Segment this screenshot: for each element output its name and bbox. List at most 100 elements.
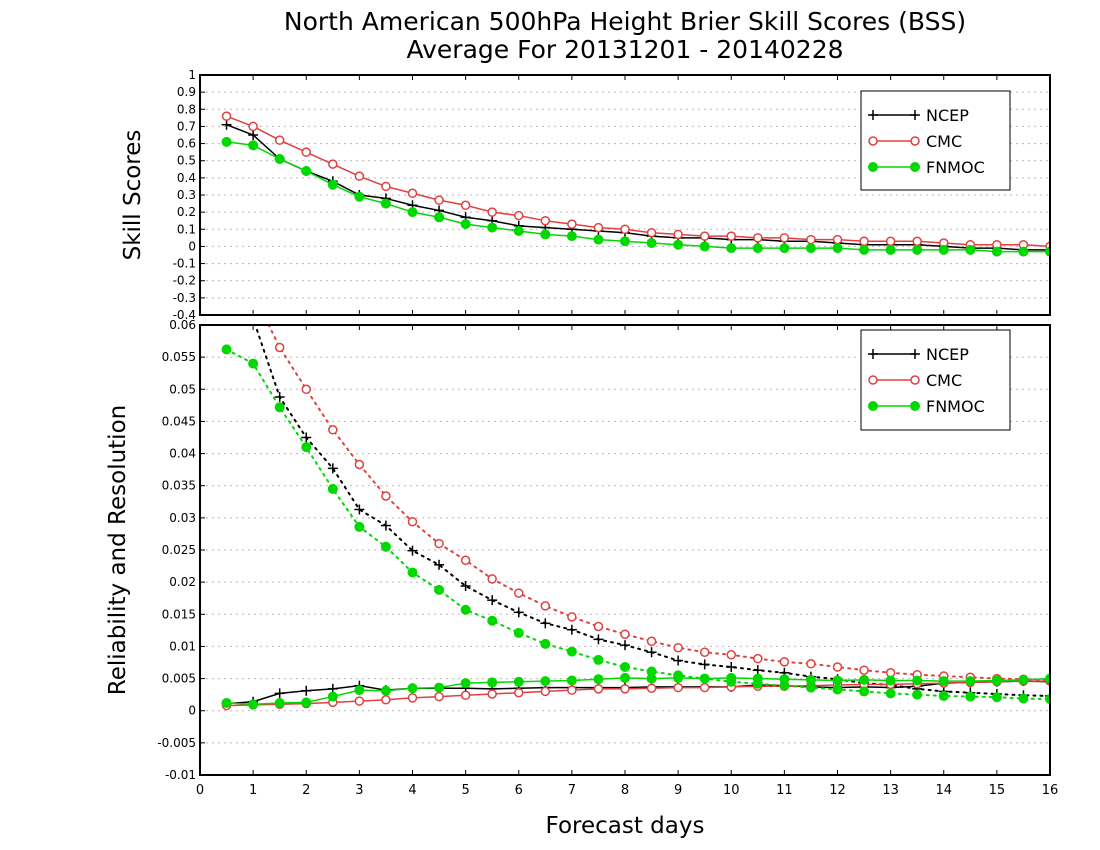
y-tick-label: 1 <box>188 68 196 82</box>
data-point-fnmoc <box>912 689 923 700</box>
data-point-cmc <box>407 516 418 527</box>
x-tick-label: 4 <box>408 783 416 798</box>
data-point-ncep <box>646 647 657 658</box>
y-tick-label: 0.01 <box>169 639 196 653</box>
data-point-fnmoc <box>407 567 418 578</box>
data-point-cmc <box>859 236 869 247</box>
data-point-ncep <box>540 618 551 629</box>
data-point-fnmoc <box>805 243 816 254</box>
data-point-cmc <box>328 425 338 435</box>
data-point-fnmoc <box>460 604 471 615</box>
legend-item-ncep: NCEP <box>868 345 969 364</box>
legend-label: FNMOC <box>926 158 985 177</box>
data-point-ncep <box>752 665 763 676</box>
x-tick-label: 8 <box>621 783 629 798</box>
y-tick-label: 0.06 <box>169 318 196 332</box>
data-point-fnmoc <box>752 243 763 254</box>
data-point-cmc <box>593 684 604 694</box>
legend-item-cmc: CMC <box>868 371 962 390</box>
data-point-cmc <box>460 690 471 701</box>
data-point-ncep <box>221 119 232 130</box>
data-point-fnmoc <box>991 246 1002 257</box>
data-point-cmc <box>487 574 497 584</box>
data-point-fnmoc <box>434 682 445 693</box>
x-tick-label: 15 <box>989 783 1006 798</box>
data-point-ncep <box>407 545 418 556</box>
data-point-fnmoc <box>620 672 630 683</box>
data-point-fnmoc <box>991 692 1002 703</box>
data-point-fnmoc <box>221 136 232 147</box>
data-point-fnmoc <box>1018 246 1029 257</box>
x-tick-label: 3 <box>355 783 363 798</box>
data-point-fnmoc <box>938 690 949 701</box>
data-point-cmc <box>779 657 790 667</box>
data-point-fnmoc <box>752 678 763 689</box>
data-point-cmc <box>567 612 577 622</box>
data-point-fnmoc <box>274 698 285 708</box>
y-tick-label: 0.4 <box>177 171 196 185</box>
x-tick-label: 16 <box>1042 783 1059 798</box>
data-point-cmc <box>832 662 843 672</box>
data-point-fnmoc <box>965 691 976 702</box>
y-tick-label: 0.025 <box>162 543 196 557</box>
legend-item-ncep: NCEP <box>868 106 969 125</box>
data-point-fnmoc <box>460 678 471 689</box>
x-tick-label: 2 <box>302 783 310 798</box>
data-point-cmc <box>673 229 683 240</box>
y-axis-label: Reliability and Resolution <box>105 405 131 695</box>
data-point-cmc <box>274 342 285 353</box>
data-point-fnmoc <box>593 674 604 685</box>
data-point-fnmoc <box>301 166 312 176</box>
data-point-fnmoc <box>1045 246 1050 257</box>
data-point-cmc <box>593 621 604 632</box>
data-point-ncep <box>301 685 312 696</box>
data-point-fnmoc <box>540 229 551 240</box>
x-tick-label: 0 <box>196 783 204 798</box>
data-point-cmc <box>726 231 736 241</box>
data-point-ncep <box>699 659 710 670</box>
data-point-ncep <box>620 640 630 651</box>
y-tick-label: 0.04 <box>169 447 196 461</box>
data-point-cmc <box>567 685 577 695</box>
data-point-fnmoc <box>540 638 551 649</box>
data-point-cmc <box>434 538 444 549</box>
y-tick-label: 0.9 <box>177 85 196 99</box>
data-point-cmc <box>567 219 577 229</box>
data-point-fnmoc <box>487 222 498 233</box>
data-point-ncep <box>274 392 285 402</box>
skill-score-panel: -0.4 -0.3 -0.2 -0.1 0 0.1 0.2 0.3 0.4 0.5 0.6 0.7 0.… <box>120 68 1051 322</box>
data-point-fnmoc <box>327 483 338 494</box>
data-point-cmc <box>620 629 630 639</box>
data-point-fnmoc <box>274 154 285 164</box>
data-point-ncep <box>460 581 471 591</box>
data-point-fnmoc <box>221 698 232 708</box>
x-tick-label: 11 <box>776 783 793 798</box>
data-point-fnmoc <box>327 179 338 190</box>
data-point-fnmoc <box>699 673 710 684</box>
data-point-fnmoc <box>407 207 418 218</box>
y-tick-label: 0.6 <box>177 137 196 151</box>
data-point-fnmoc <box>460 219 471 230</box>
data-point-fnmoc <box>380 685 391 696</box>
legend-item-fnmoc: FNMOC <box>868 397 985 416</box>
data-point-fnmoc <box>274 402 285 413</box>
data-point-fnmoc <box>248 358 259 369</box>
data-point-cmc <box>460 200 471 211</box>
data-point-fnmoc <box>301 442 312 453</box>
data-point-cmc <box>301 147 311 157</box>
data-point-cmc <box>753 653 763 664</box>
data-point-cmc <box>381 695 391 705</box>
data-point-ncep <box>248 130 259 140</box>
data-point-cmc <box>354 171 365 181</box>
data-point-cmc <box>699 231 710 241</box>
data-point-fnmoc <box>859 674 870 685</box>
y-tick-label: -0.1 <box>173 257 196 271</box>
data-point-fnmoc <box>885 688 896 699</box>
y-tick-label: -0.2 <box>173 274 196 288</box>
y-tick-label: 0 <box>188 704 196 718</box>
data-point-ncep <box>354 504 365 515</box>
x-tick-label: 5 <box>461 783 469 798</box>
data-point-fnmoc <box>832 243 843 254</box>
legend-item-cmc: CMC <box>868 132 962 151</box>
